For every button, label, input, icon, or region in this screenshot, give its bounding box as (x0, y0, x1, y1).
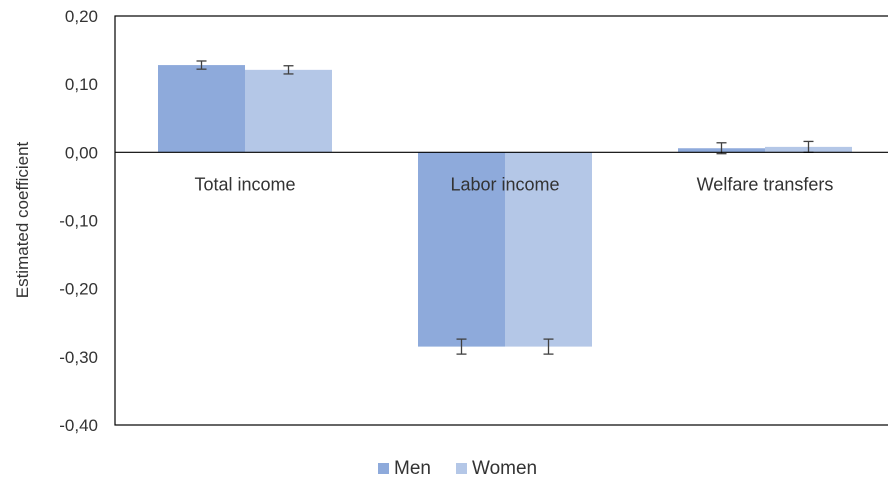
y-tick-label: -0,20 (59, 280, 98, 299)
y-tick-label: -0,10 (59, 212, 98, 231)
bar-women-1 (505, 152, 592, 347)
category-label: Welfare transfers (697, 174, 834, 194)
error-bar-women-1 (543, 338, 554, 355)
legend-label-men: Men (394, 458, 431, 479)
y-tick-label: 0,00 (65, 143, 98, 162)
y-tick-label: -0,30 (59, 348, 98, 367)
error-bar-women-0 (283, 65, 294, 75)
plot-frame (114, 15, 888, 426)
legend-label-women: Women (472, 458, 537, 479)
y-tick-label: 0,20 (65, 7, 98, 26)
legend-swatch-men (378, 463, 389, 474)
legend-swatch-women (456, 463, 467, 474)
category-label: Total income (194, 174, 295, 194)
bar-women-0 (245, 69, 332, 153)
bar-men-1 (418, 152, 505, 347)
y-tick-label: 0,10 (65, 75, 98, 94)
y-tick-label: -0,40 (59, 416, 98, 435)
y-axis-title: Estimated coefficient (13, 141, 32, 298)
error-bar-men-1 (456, 338, 467, 355)
bar-men-0 (158, 65, 245, 153)
error-bar-men-0 (196, 60, 207, 70)
category-label: Labor income (450, 174, 559, 194)
